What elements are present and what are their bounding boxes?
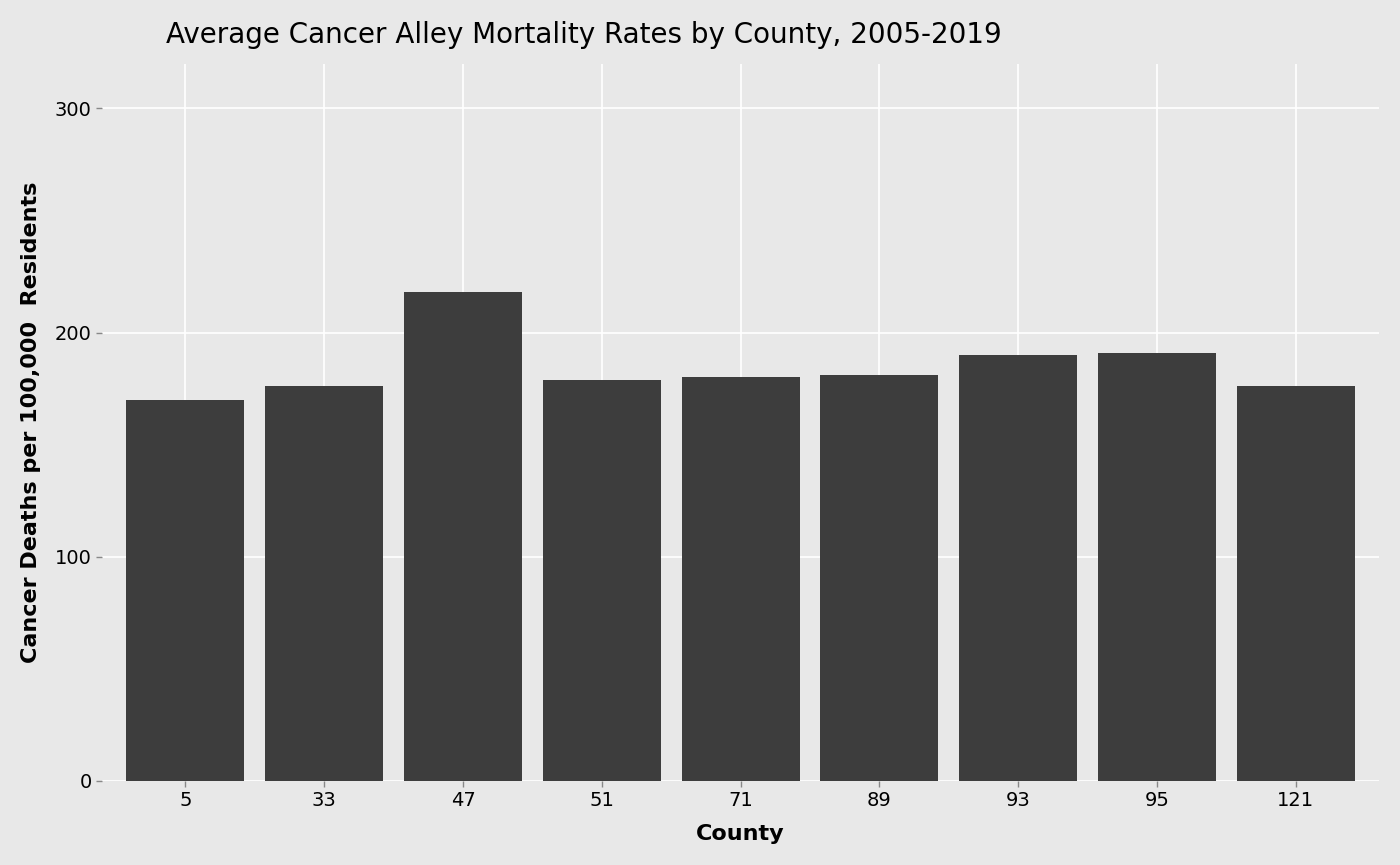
Bar — [820, 375, 938, 781]
Bar — [543, 380, 661, 781]
Bar — [959, 355, 1077, 781]
Y-axis label: Cancer Deaths per 100,000  Residents: Cancer Deaths per 100,000 Residents — [21, 182, 41, 663]
Bar — [405, 292, 522, 781]
Text: Average Cancer Alley Mortality Rates by County, 2005-2019: Average Cancer Alley Mortality Rates by … — [165, 21, 1001, 48]
Bar — [682, 377, 799, 781]
Bar — [1098, 353, 1217, 781]
X-axis label: County: County — [696, 824, 785, 844]
Bar — [1236, 387, 1355, 781]
Bar — [265, 387, 384, 781]
Bar — [126, 400, 245, 781]
